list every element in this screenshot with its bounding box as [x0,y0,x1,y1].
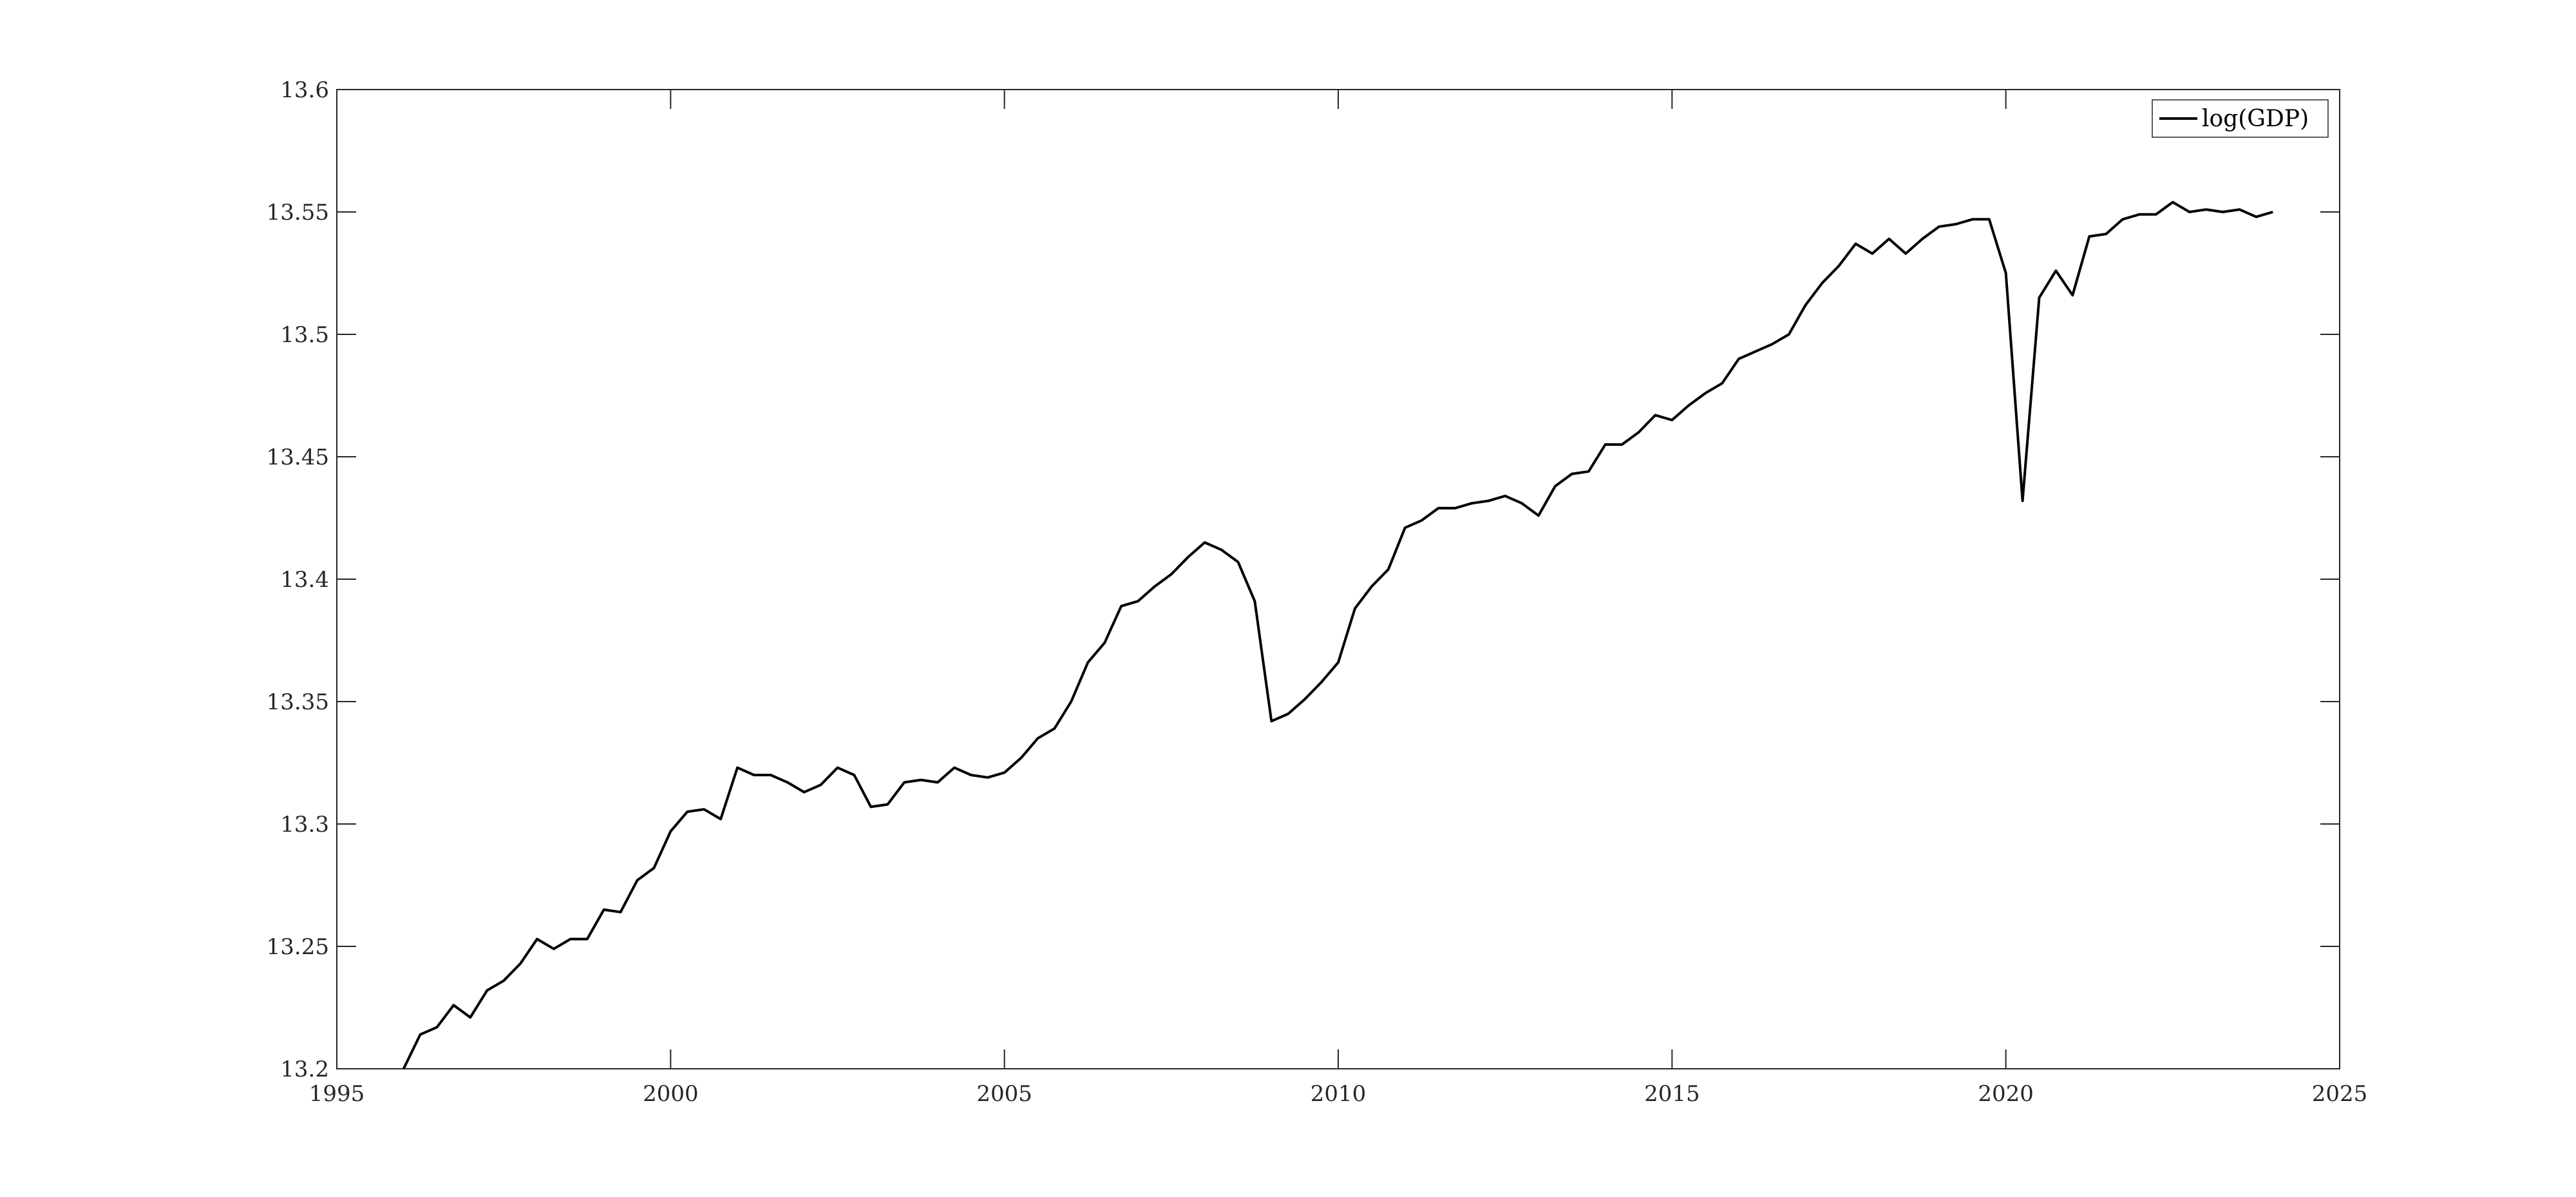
legend-label: log(GDP) [2202,106,2309,132]
y-tick-label: 13.4 [280,567,329,593]
legend: log(GDP) [2152,99,2329,138]
y-tick-label: 13.2 [280,1057,329,1082]
y-tick-label: 13.45 [267,445,329,470]
y-tick-label: 13.5 [280,322,329,348]
x-tick-label: 2000 [643,1081,699,1107]
y-axis-tick-labels: 13.2 13.25 13.3 13.35 13.4 13.45 13.5 13.55 13.6 [267,77,329,1082]
y-tick-label: 13.55 [267,200,329,225]
y-tick-label: 13.6 [280,77,329,103]
axis-ticks [336,89,2340,1069]
x-axis-tick-labels: 1995 2000 2005 2010 2015 2020 2025 [309,1081,2368,1107]
x-tick-label: 2025 [2312,1081,2368,1107]
x-tick-label: 2020 [1978,1081,2034,1107]
x-tick-label: 1995 [309,1081,365,1107]
y-tick-label: 13.25 [267,934,329,960]
x-tick-label: 2005 [976,1081,1032,1107]
x-tick-label: 2010 [1311,1081,1367,1107]
x-tick-label: 2015 [1644,1081,1700,1107]
plot-area [336,89,2340,1069]
series-line-log-gdp [402,200,2273,1069]
y-tick-label: 13.35 [267,689,329,715]
y-tick-label: 13.3 [280,812,329,838]
series-layer [402,200,2273,1069]
